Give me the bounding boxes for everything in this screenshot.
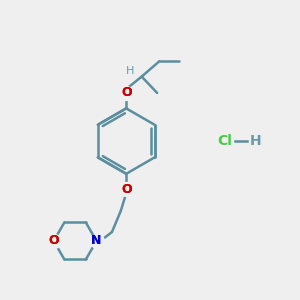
Text: H: H (126, 66, 135, 76)
Text: O: O (121, 183, 131, 196)
Text: H: H (250, 134, 261, 148)
Text: N: N (91, 235, 102, 248)
Text: O: O (121, 86, 131, 99)
Text: O: O (121, 86, 131, 99)
Text: O: O (121, 183, 131, 196)
Text: O: O (48, 235, 59, 248)
Text: O: O (48, 235, 59, 248)
Text: Cl: Cl (217, 134, 232, 148)
Text: N: N (91, 235, 102, 248)
